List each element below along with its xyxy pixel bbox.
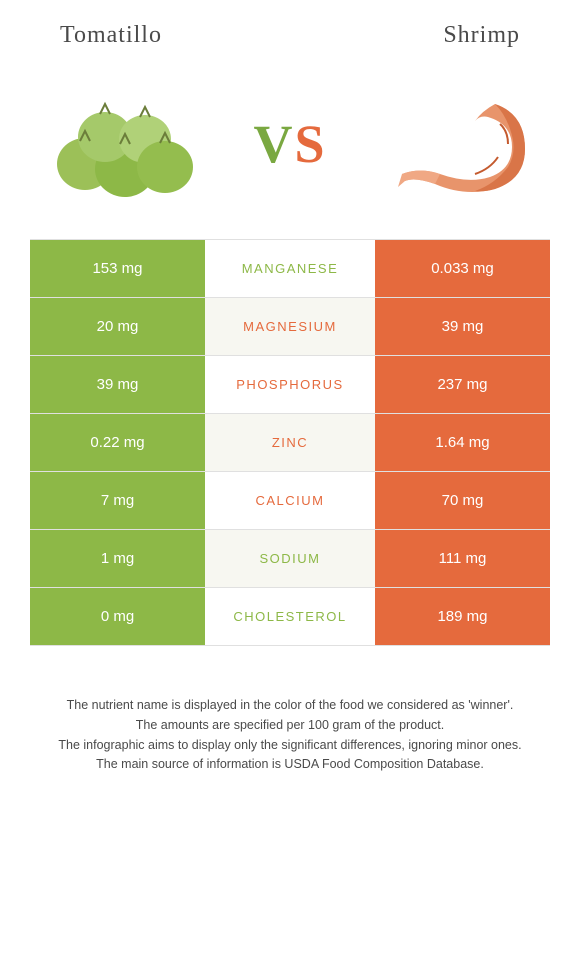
footnote-line: The main source of information is USDA F… bbox=[30, 755, 550, 774]
tomatillo-image bbox=[40, 79, 200, 209]
right-value: 0.033 mg bbox=[375, 240, 550, 297]
nutrient-label: Magnesium bbox=[205, 298, 375, 355]
left-value: 1 mg bbox=[30, 530, 205, 587]
vs-s: S bbox=[294, 114, 326, 174]
footnote-line: The infographic aims to display only the… bbox=[30, 736, 550, 755]
shrimp-image bbox=[380, 79, 540, 209]
nutrient-label: Cholesterol bbox=[205, 588, 375, 645]
table-row: 153 mgManganese0.033 mg bbox=[30, 240, 550, 298]
table-row: 39 mgPhosphorus237 mg bbox=[30, 356, 550, 414]
nutrient-label: Calcium bbox=[205, 472, 375, 529]
table-row: 20 mgMagnesium39 mg bbox=[30, 298, 550, 356]
table-row: 7 mgCalcium70 mg bbox=[30, 472, 550, 530]
comparison-table: 153 mgManganese0.033 mg20 mgMagnesium39 … bbox=[30, 239, 550, 646]
footnote-line: The nutrient name is displayed in the co… bbox=[30, 696, 550, 715]
nutrient-label: Sodium bbox=[205, 530, 375, 587]
right-value: 189 mg bbox=[375, 588, 550, 645]
right-value: 39 mg bbox=[375, 298, 550, 355]
nutrient-label: Phosphorus bbox=[205, 356, 375, 413]
footnotes: The nutrient name is displayed in the co… bbox=[0, 646, 580, 774]
left-value: 0.22 mg bbox=[30, 414, 205, 471]
vs-v: V bbox=[253, 114, 294, 174]
nutrient-label: Manganese bbox=[205, 240, 375, 297]
table-row: 0 mgCholesterol189 mg bbox=[30, 588, 550, 646]
right-value: 70 mg bbox=[375, 472, 550, 529]
right-value: 1.64 mg bbox=[375, 414, 550, 471]
left-value: 0 mg bbox=[30, 588, 205, 645]
right-value: 111 mg bbox=[375, 530, 550, 587]
footnote-line: The amounts are specified per 100 gram o… bbox=[30, 716, 550, 735]
header: Tomatillo Shrimp bbox=[0, 0, 580, 59]
right-value: 237 mg bbox=[375, 356, 550, 413]
nutrient-label: Zinc bbox=[205, 414, 375, 471]
left-value: 7 mg bbox=[30, 472, 205, 529]
left-value: 39 mg bbox=[30, 356, 205, 413]
right-food-title: Shrimp bbox=[443, 22, 520, 49]
left-value: 20 mg bbox=[30, 298, 205, 355]
left-food-title: Tomatillo bbox=[60, 22, 162, 49]
hero-section: VS bbox=[0, 59, 580, 239]
vs-label: VS bbox=[253, 113, 326, 175]
table-row: 1 mgSodium111 mg bbox=[30, 530, 550, 588]
table-row: 0.22 mgZinc1.64 mg bbox=[30, 414, 550, 472]
left-value: 153 mg bbox=[30, 240, 205, 297]
